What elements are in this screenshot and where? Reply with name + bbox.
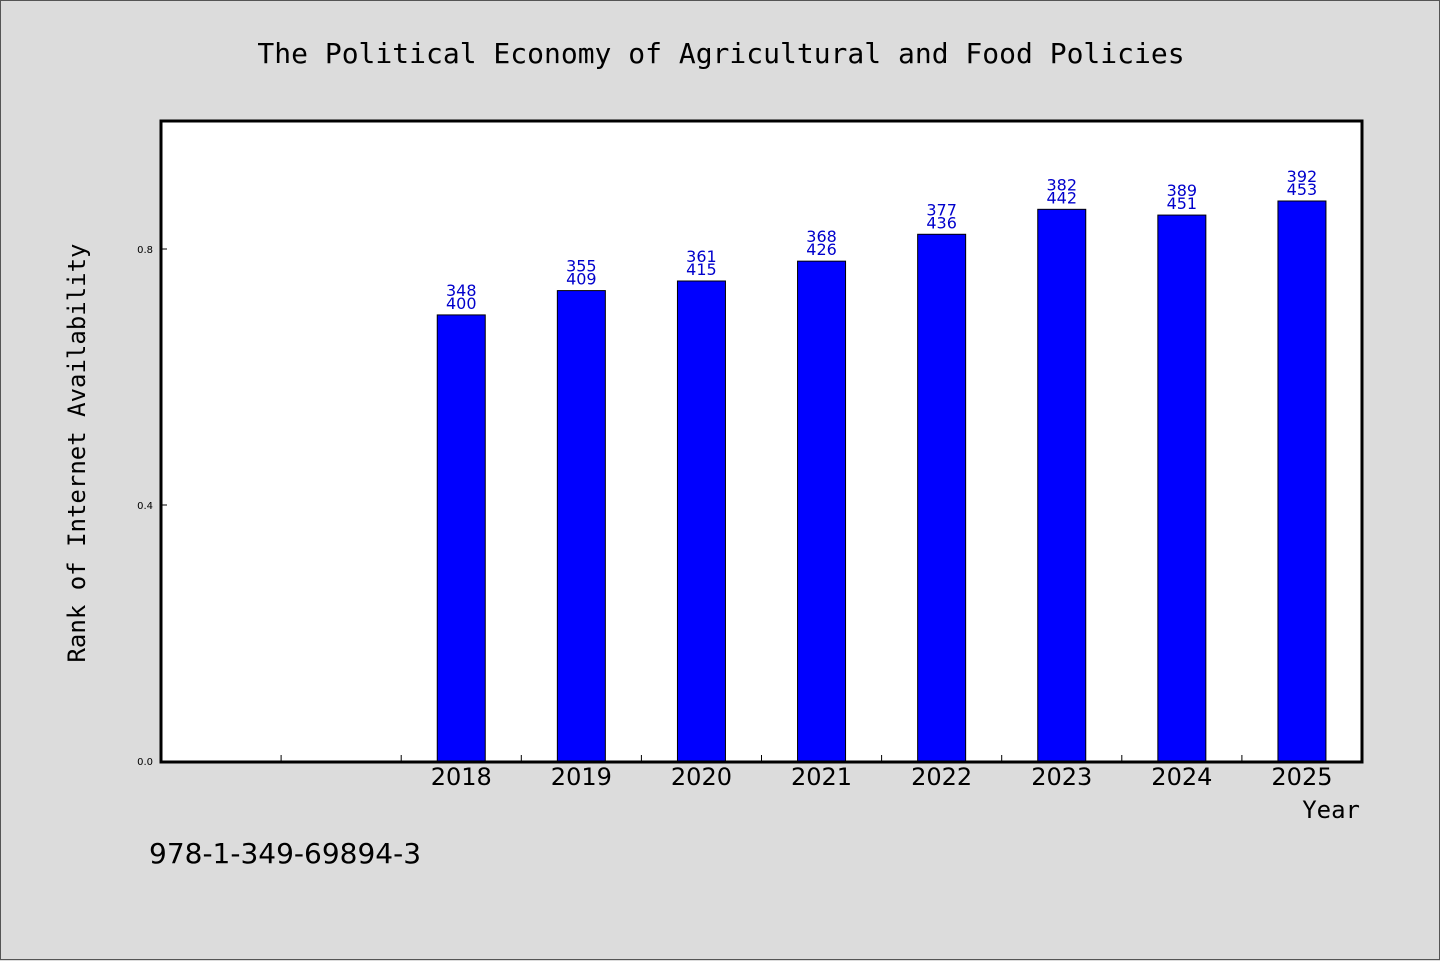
bar-2020: [676, 280, 726, 762]
data-label-bottom-2023: 442: [1046, 188, 1077, 207]
bars-layer: [436, 200, 1327, 762]
data-label-top-2020: 361: [686, 247, 717, 266]
data-label-bottom-2019: 409: [566, 270, 597, 289]
data-label-bottom-2020: 415: [686, 260, 717, 279]
bar-2018: [436, 314, 486, 762]
bar-2023: [1037, 208, 1087, 762]
bar-2019: [556, 290, 606, 762]
bar-2025: [1277, 200, 1327, 762]
data-label-top-2025: 392: [1287, 167, 1318, 186]
x-ticks-layer: 2018 2019 2020 2021 2022 2023 2024 2025: [280, 755, 1332, 791]
y-tick-label: 0.8: [137, 245, 153, 256]
x-tick-label-2024: 2024: [1151, 763, 1212, 791]
x-tick-label-2023: 2023: [1031, 763, 1092, 791]
data-label-bottom-2025: 453: [1287, 180, 1318, 199]
x-tick-label-2025: 2025: [1271, 763, 1332, 791]
data-label-top-2021: 368: [806, 227, 837, 246]
x-tick-label-2022: 2022: [911, 763, 972, 791]
chart-title: The Political Economy of Agricultural an…: [257, 37, 1184, 70]
data-label-top-2024: 389: [1167, 181, 1198, 200]
x-tick-label-2021: 2021: [791, 763, 852, 791]
y-tick-label: 0.0: [137, 757, 153, 768]
y-tick-label: 0.4: [137, 501, 153, 512]
x-axis-label: Year: [1302, 796, 1360, 824]
x-tick-label-2020: 2020: [671, 763, 732, 791]
data-label-top-2022: 377: [926, 200, 957, 219]
y-axis-label: Rank of Internet Availability: [63, 243, 91, 662]
data-label-top-2023: 382: [1046, 175, 1077, 194]
data-label-top-2019: 355: [566, 257, 597, 276]
data-label-bottom-2022: 436: [926, 213, 957, 232]
x-tick-label-2019: 2019: [551, 763, 612, 791]
data-label-bottom-2018: 400: [446, 294, 477, 313]
x-tick-label-2018: 2018: [431, 763, 492, 791]
y-ticks-layer: 0.0 0.4 0.8: [137, 245, 167, 768]
bar-2022: [917, 233, 967, 762]
data-label-top-2018: 348: [446, 281, 477, 300]
data-label-bottom-2021: 426: [806, 240, 837, 259]
isbn-label: 978-1-349-69894-3: [149, 837, 421, 870]
bar-2024: [1157, 214, 1207, 762]
bar-2021: [797, 260, 847, 762]
data-label-bottom-2024: 451: [1167, 194, 1198, 213]
